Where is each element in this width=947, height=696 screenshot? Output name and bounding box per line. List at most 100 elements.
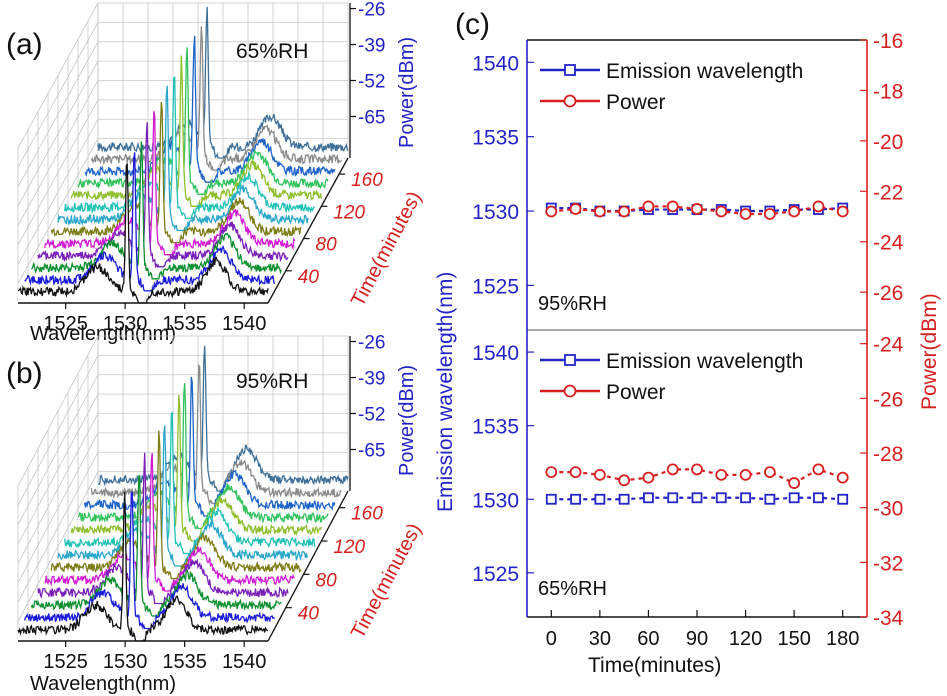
- panel-c-bottom-right-tick-label: -28: [873, 443, 903, 466]
- panel-b-side-grid-h: [17, 393, 99, 545]
- panel-c-bottom-left-tick-label: 1525: [472, 563, 519, 586]
- panel-c-bottom-power-point: [836, 471, 849, 484]
- panel-c-top-power-point: [691, 203, 703, 215]
- panel-c-bottom-wavelength-point: [570, 493, 581, 505]
- panel-c-bottom-wavelength-point: [545, 493, 557, 505]
- panel-b-side-grid-h: [17, 452, 99, 603]
- panel-c-top-power-point: [763, 208, 776, 220]
- panel-c-top-power-point: [666, 200, 679, 213]
- panel-c-top-power-point: [812, 200, 825, 213]
- panel-c-top-left-tick-label: 1540: [472, 52, 519, 75]
- panel-c-bottom-power-point: [763, 466, 776, 479]
- panel-c-bottom-left-tick-label: 1535: [472, 416, 519, 439]
- panel-c-x-tick-label: 30: [589, 628, 611, 650]
- panel-c-x-tick-label: 60: [637, 628, 659, 650]
- panel-a-side-grid-h: [17, 22, 99, 168]
- panel-c-bottom-power-point: [812, 463, 825, 476]
- panel-c-bottom-power-point: [788, 477, 801, 489]
- panel-c-bottom-wavelength-point: [764, 493, 776, 505]
- panel-c-top-left-tick-label: 1530: [472, 201, 519, 224]
- panel-b-time-tick-label: 80: [316, 570, 338, 591]
- panel-c-bottom-wavelength-point: [594, 493, 606, 505]
- panel-a-x-tick-label: 1530: [103, 313, 148, 335]
- panel-b-x-tick-label: 1525: [43, 651, 88, 673]
- panel-c-bottom-left-tick-label: 1530: [472, 489, 519, 512]
- panel-label-b: (b): [6, 357, 43, 390]
- panel-a-side-grid-h: [17, 41, 99, 187]
- panel-c-ylabel: Emission wavelength(nm): [434, 272, 457, 512]
- panel-b-spectrum-trace-15: [24, 491, 276, 631]
- panel-c-top-left-tick-label: 1535: [472, 127, 519, 150]
- panel-c-xlabel: Time(minutes): [588, 654, 721, 677]
- panel-c-bottom-wavelength-point: [691, 492, 703, 504]
- panel-a-time-axis: [267, 157, 349, 304]
- panel-c-top-power-point: [739, 208, 752, 220]
- panel-c-bottom-right-tick-label: -30: [873, 498, 903, 521]
- panel-c-bottom-power-point: [545, 466, 558, 479]
- panel-c-bottom-power-point: [593, 468, 606, 481]
- panel-a-side-grid-h: [17, 99, 99, 246]
- panel-c-top-power-point: [836, 205, 849, 218]
- panel-c-bottom-legend-label-1: Power: [606, 381, 666, 404]
- panel-c-top-right-tick-label: -22: [873, 181, 903, 204]
- panel-a-power-tick-label: -65: [358, 107, 385, 128]
- panel-c-bottom-power-point: [642, 471, 655, 484]
- panel-c-top-power-point: [618, 205, 631, 218]
- panel-c-bottom-wavelength-point: [618, 493, 630, 505]
- panel-a-spectrum-trace-45: [37, 122, 289, 269]
- panel-c-top-legend-marker-square: [564, 64, 576, 76]
- panel-a-xlabel: Wavelength(nm): [30, 323, 176, 345]
- panel-a-power-tick-label: -26: [358, 0, 385, 21]
- panel-c-top-power-point: [788, 205, 801, 218]
- panel-c-bottom-annotation: 65%RH: [538, 578, 607, 600]
- panel-c-frame: [526, 39, 868, 618]
- panel-c-bottom-power-point: [618, 474, 631, 487]
- panel-c-top-right-tick-label: -26: [873, 282, 903, 305]
- panel-a-x-tick-label: 1525: [43, 313, 88, 335]
- panel-b-x-tick-label: 1540: [222, 651, 267, 673]
- panel-label-c: (c): [455, 8, 490, 41]
- panel-c-bottom-legend-label-0: Emission wavelength: [606, 350, 803, 373]
- panel-b-xlabel: Wavelength(nm): [30, 673, 176, 695]
- panel-a-time-tick-label: 120: [333, 202, 365, 223]
- panel-c-x-tick-label: 90: [686, 628, 708, 650]
- panel-c-bottom-power-point: [691, 463, 703, 476]
- panel-c-top-power-point: [642, 200, 655, 213]
- panel-a-trace-mask: [64, 76, 315, 219]
- panel-c-top-power-point: [593, 205, 606, 218]
- panel-b-waterfall: 1525 1530 1535 1540 40 80 120 160 -26 -39 -52 -65 9…: [17, 333, 426, 695]
- panel-b-power-tick-label: -65: [358, 440, 385, 461]
- panel-c-marks: [545, 200, 849, 505]
- panel-a-spectrum-trace-75: [50, 102, 302, 245]
- panel-c-top-right-tick-label: -20: [873, 131, 903, 154]
- panel-c-bottom-right-tick-label: -26: [873, 388, 903, 411]
- panel-c-top-power-point: [545, 205, 558, 218]
- panel-c-bottom-right-tick-label: -24: [873, 334, 904, 357]
- panel-a-time-tick-label: 160: [351, 170, 383, 191]
- panel-c-top-right-tick-label: -24: [873, 232, 904, 255]
- panel-c-legends: Emission wavelength Power Emission wavelen…: [540, 60, 803, 404]
- panel-c-bottom-right-tick-label: -34: [873, 607, 904, 630]
- panel-c-bottom-legend-marker-square: [564, 354, 576, 366]
- panel-a-spectrum-trace-135: [77, 47, 329, 195]
- panel-b-time-axis: [267, 490, 349, 642]
- panel-c-bottom-wavelength-point: [740, 492, 751, 504]
- panel-c-x-tick-label: 0: [546, 628, 557, 650]
- panel-a-spectrum-trace-165: [90, 26, 342, 171]
- panel-a-trace-mask: [51, 102, 302, 243]
- panel-a-spectrum-trace-90: [57, 85, 309, 233]
- panel-c-bottom-power-point: [739, 468, 752, 481]
- panel-b-side-grid-h: [17, 413, 99, 564]
- panel-a-waterfall: 1525 1530 1535 1540 40 80 120 160 -26 -39 -52 -65 6…: [17, 0, 426, 345]
- panel-b-time-tick-label: 120: [333, 537, 365, 558]
- panel-c-top-right-tick-label: -18: [873, 80, 903, 103]
- panel-b-side-grid-h: [17, 355, 99, 506]
- panel-a-power-tick-label: -39: [358, 36, 385, 57]
- panel-b-spectrum-trace-75: [50, 430, 302, 580]
- panel-b-axes: 1525 1530 1535 1540 40 80 120 160 -26 -39 -52 -65: [18, 333, 385, 673]
- panel-c-top-power-point: [715, 205, 728, 218]
- panel-b-side-grid-h: [17, 374, 99, 525]
- panel-c-top-legend-label-1: Power: [606, 91, 666, 114]
- panel-a-trace-mask: [58, 85, 308, 231]
- panel-b-power-tick-label: -52: [358, 405, 385, 426]
